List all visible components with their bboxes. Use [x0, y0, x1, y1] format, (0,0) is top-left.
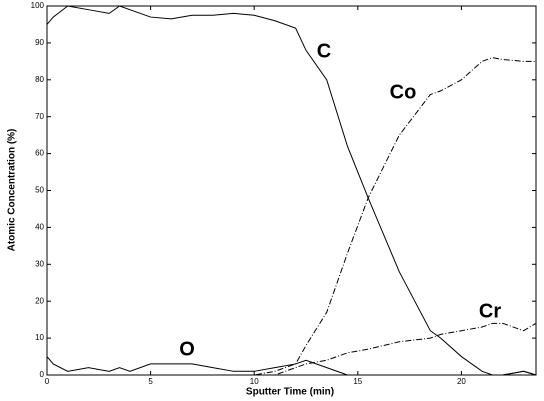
series-line: [46, 5, 537, 376]
y-tick-label: 80: [35, 75, 44, 84]
y-tick-label: 40: [35, 223, 44, 232]
y-tick-label: 30: [35, 259, 44, 268]
series-line: [46, 356, 537, 376]
x-axis-label: Sputter Time (min): [246, 387, 334, 398]
plot-frame: [46, 5, 537, 376]
y-tick-label: 100: [31, 1, 45, 10]
y-tick-label: 90: [35, 38, 44, 47]
x-tick-label: 0: [45, 377, 50, 386]
x-tick-label: 20: [457, 377, 466, 386]
y-axis-label: Atomic Concentration (%): [7, 129, 18, 252]
x-tick-label: 5: [148, 377, 153, 386]
series-line: [47, 57, 536, 376]
x-tick-label: 15: [353, 377, 362, 386]
series-label: O: [179, 338, 195, 360]
y-tick-label: 20: [35, 296, 44, 305]
y-tick-label: 0: [40, 370, 45, 379]
series-label: Co: [390, 81, 417, 103]
y-tick-label: 70: [35, 112, 44, 121]
y-tick-label: 60: [35, 149, 44, 158]
series-label: Cr: [479, 300, 501, 322]
y-tick-label: 10: [35, 333, 44, 342]
x-tick-label: 10: [250, 377, 259, 386]
series-line: [47, 322, 537, 376]
y-tick-label: 50: [35, 186, 44, 195]
series-label: C: [317, 40, 331, 62]
